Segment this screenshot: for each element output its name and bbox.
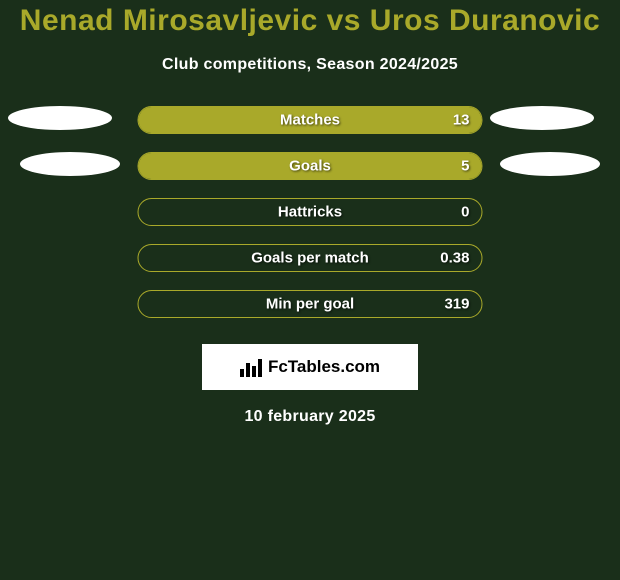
stat-label: Goals [289,158,331,175]
stat-value: 319 [444,296,469,313]
stat-value: 0.38 [440,250,469,267]
stat-value: 5 [461,158,469,175]
stat-value: 0 [461,204,469,221]
source-logo: FcTables.com [202,344,418,390]
logo-inner: FcTables.com [240,357,380,377]
stat-row: Matches 13 [0,106,620,134]
stat-row: Goals per match 0.38 [0,244,620,272]
bar-track: Min per goal 319 [138,290,483,318]
stat-row: Min per goal 319 [0,290,620,318]
stat-value: 13 [453,112,470,129]
stat-row: Goals 5 [0,152,620,180]
stat-label: Hattricks [278,204,342,221]
stats-chart: Matches 13 Goals 5 Hattricks 0 Goals per match… [0,106,620,318]
bar-track: Hattricks 0 [138,198,483,226]
subtitle: Club competitions, Season 2024/2025 [0,56,620,74]
logo-text: FcTables.com [268,357,380,377]
date-text: 10 february 2025 [0,408,620,426]
bar-chart-icon [240,357,262,377]
bar-track: Goals per match 0.38 [138,244,483,272]
page-title: Nenad Mirosavljevic vs Uros Duranovic [0,4,620,38]
bar-track: Matches 13 [138,106,483,134]
stat-label: Goals per match [251,250,369,267]
stat-label: Matches [280,112,340,129]
comparison-infographic: Nenad Mirosavljevic vs Uros Duranovic Cl… [0,0,620,580]
stat-label: Min per goal [266,296,354,313]
bar-track: Goals 5 [138,152,483,180]
stat-row: Hattricks 0 [0,198,620,226]
